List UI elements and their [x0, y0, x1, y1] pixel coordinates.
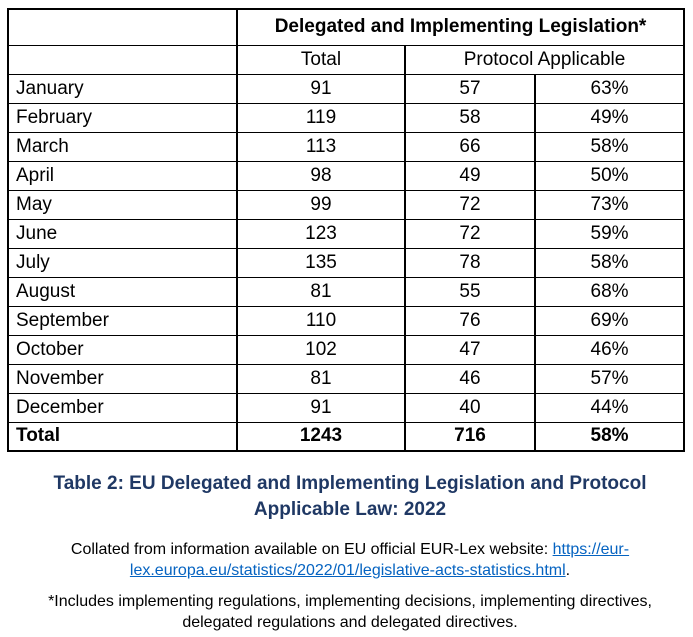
table-row: July 135 78 58%	[7, 247, 686, 278]
table-row: November 81 46 57%	[7, 363, 686, 394]
percent-total-cell: 58%	[533, 421, 686, 452]
month-cell: January	[7, 73, 238, 104]
month-cell: April	[7, 160, 238, 191]
percent-cell: 63%	[533, 73, 686, 104]
column-header-total: Total	[236, 44, 406, 75]
month-cell: March	[7, 131, 238, 162]
source-note-period: .	[565, 562, 571, 579]
protocol-total-cell: 716	[404, 421, 536, 452]
asterisk-footnote: *Includes implementing regulations, impl…	[30, 591, 670, 633]
total-cell: 91	[236, 73, 406, 104]
percent-cell: 49%	[533, 102, 686, 133]
source-note-text: Collated from information available on E…	[70, 541, 553, 558]
table-header-row-2: Total Protocol Applicable	[7, 44, 686, 75]
month-cell: December	[7, 392, 238, 423]
percent-cell: 46%	[533, 334, 686, 365]
month-cell: February	[7, 102, 238, 133]
table-header-row-1: Delegated and Implementing Legislation*	[7, 8, 686, 46]
footnote-text: Includes implementing regulations, imple…	[54, 593, 652, 631]
percent-cell: 50%	[533, 160, 686, 191]
month-cell: June	[7, 218, 238, 249]
total-cell: 123	[236, 218, 406, 249]
percent-cell: 58%	[533, 131, 686, 162]
protocol-cell: 72	[404, 218, 536, 249]
protocol-cell: 47	[404, 334, 536, 365]
table-row: March 113 66 58%	[7, 131, 686, 162]
table-total-row: Total 1243 716 58%	[7, 421, 686, 452]
table-caption: Table 2: EU Delegated and Implementing L…	[53, 473, 647, 520]
total-cell: 81	[236, 363, 406, 394]
month-cell: October	[7, 334, 238, 365]
protocol-cell: 55	[404, 276, 536, 307]
protocol-cell: 40	[404, 392, 536, 423]
legislation-table: Delegated and Implementing Legislation* …	[7, 8, 686, 452]
percent-cell: 44%	[533, 392, 686, 423]
protocol-cell: 58	[404, 102, 536, 133]
empty-header-cell	[7, 44, 238, 75]
eurlex-statistics-link[interactable]: https://eur-lex.europa.eu/statistics/202…	[129, 541, 630, 579]
column-header-protocol-applicable: Protocol Applicable	[403, 44, 686, 75]
table-row: May 99 72 73%	[7, 189, 686, 220]
protocol-cell: 66	[404, 131, 536, 162]
month-cell: August	[7, 276, 238, 307]
table-title-cell: Delegated and Implementing Legislation*	[235, 8, 686, 46]
table-row: June 123 72 59%	[7, 218, 686, 249]
table-row: September 110 76 69%	[7, 305, 686, 336]
protocol-cell: 72	[404, 189, 536, 220]
total-cell: 91	[236, 392, 406, 423]
source-note: Collated from information available on E…	[23, 539, 678, 581]
total-cell: 99	[236, 189, 406, 220]
footnote-marker: *	[48, 593, 55, 610]
percent-cell: 68%	[533, 276, 686, 307]
month-cell: November	[7, 363, 238, 394]
protocol-cell: 46	[404, 363, 536, 394]
total-cell: 81	[236, 276, 406, 307]
protocol-cell: 76	[404, 305, 536, 336]
total-cell: 113	[236, 131, 406, 162]
total-cell: 98	[236, 160, 406, 191]
total-cell: 119	[236, 102, 406, 133]
table-row: August 81 55 68%	[7, 276, 686, 307]
total-cell: 110	[236, 305, 406, 336]
percent-cell: 58%	[533, 247, 686, 278]
month-cell: July	[7, 247, 238, 278]
total-cell: 135	[236, 247, 406, 278]
table-row: December 91 40 44%	[7, 392, 686, 423]
percent-cell: 59%	[533, 218, 686, 249]
month-cell: May	[7, 189, 238, 220]
percent-cell: 69%	[533, 305, 686, 336]
percent-cell: 57%	[533, 363, 686, 394]
table-row: January 91 57 63%	[7, 73, 686, 104]
total-cell: 102	[236, 334, 406, 365]
month-cell: September	[7, 305, 238, 336]
protocol-cell: 49	[404, 160, 536, 191]
protocol-cell: 57	[404, 73, 536, 104]
grand-total-cell: 1243	[236, 421, 406, 452]
protocol-cell: 78	[404, 247, 536, 278]
total-label-cell: Total	[7, 421, 238, 452]
table-row: October 102 47 46%	[7, 334, 686, 365]
table-row: February 119 58 49%	[7, 102, 686, 133]
empty-header-cell	[7, 8, 238, 46]
percent-cell: 73%	[533, 189, 686, 220]
table-row: April 98 49 50%	[7, 160, 686, 191]
